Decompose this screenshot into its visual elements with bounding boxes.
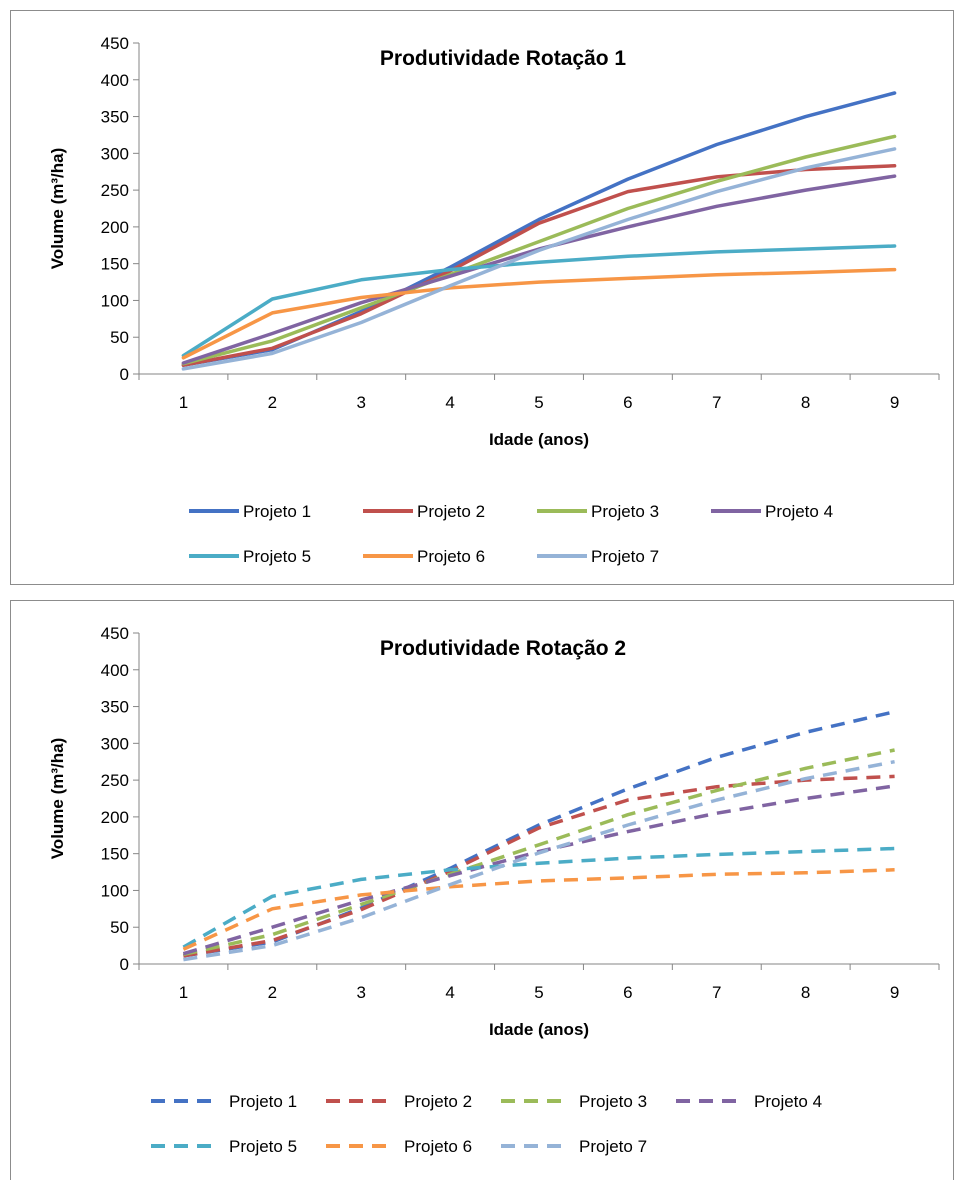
y-tick-label: 0 xyxy=(120,955,129,974)
chart-panel-rotacao-2: 0 50 100 150 200 250 300 350 400 450 1 2 3 4 5 6 7 8 9 Prod… xyxy=(10,600,954,1180)
y-tick-label: 200 xyxy=(101,808,129,827)
legend-label: Projeto 1 xyxy=(229,1092,297,1111)
y-tick-label: 400 xyxy=(101,71,129,90)
x-tick-label: 4 xyxy=(445,393,454,412)
y-tick-label: 100 xyxy=(101,291,129,310)
y-tick-label: 400 xyxy=(101,661,129,680)
x-axis-label: Idade (anos) xyxy=(489,430,589,449)
legend-item-projeto-3: Projeto 3 xyxy=(501,1092,647,1111)
legend-item-projeto-5: Projeto 5 xyxy=(189,547,311,566)
x-tick-label: 7 xyxy=(712,983,721,1002)
legend: Projeto 1 Projeto 2 Projeto 3 Projeto 4 Proj… xyxy=(151,1092,822,1156)
series-line-projeto-6 xyxy=(181,267,897,360)
y-tick-label: 250 xyxy=(101,771,129,790)
x-axis-label: Idade (anos) xyxy=(489,1020,589,1039)
chart-panel-rotacao-1: 0 50 100 150 200 250 300 350 400 450 1 2 3 4 5 6 7 8 9 Prod… xyxy=(10,10,954,585)
series-line-projeto-2 xyxy=(181,164,897,367)
legend-item-projeto-2: Projeto 2 xyxy=(326,1092,472,1111)
series-line-projeto-1 xyxy=(183,709,895,958)
series-line-projeto-6 xyxy=(182,868,895,951)
y-axis-label: Volume (m³/ha) xyxy=(48,148,67,270)
y-tick-label: 100 xyxy=(101,881,129,900)
legend-item-projeto-3: Projeto 3 xyxy=(537,502,659,521)
y-tick-label: 0 xyxy=(120,365,129,384)
legend-label: Projeto 7 xyxy=(579,1137,647,1156)
y-tick-label: 250 xyxy=(101,181,129,200)
series-line-projeto-3 xyxy=(183,748,895,957)
series-line-projeto-7 xyxy=(183,759,895,962)
x-tick-label: 6 xyxy=(623,983,632,1002)
x-tick-label: 9 xyxy=(890,393,899,412)
legend-item-projeto-6: Projeto 6 xyxy=(326,1137,472,1156)
y-tick-label: 450 xyxy=(101,34,129,53)
legend-item-projeto-6: Projeto 6 xyxy=(363,547,485,566)
y-tick-label: 350 xyxy=(101,698,129,717)
x-tick-label: 3 xyxy=(356,983,365,1002)
x-tick-label: 8 xyxy=(801,983,810,1002)
legend-label: Projeto 2 xyxy=(404,1092,472,1111)
legend-label: Projeto 4 xyxy=(765,502,833,521)
legend-item-projeto-7: Projeto 7 xyxy=(501,1137,647,1156)
plot-area xyxy=(182,709,895,962)
x-tick-label: 4 xyxy=(445,983,454,1002)
legend-label: Projeto 6 xyxy=(417,547,485,566)
x-tick-label: 7 xyxy=(712,393,721,412)
axes: 0 50 100 150 200 250 300 350 400 450 1 2 3 4 5 6 7 8 9 xyxy=(101,34,940,412)
legend-label: Projeto 3 xyxy=(579,1092,647,1111)
y-tick-label: 450 xyxy=(101,624,129,643)
y-tick-label: 200 xyxy=(101,218,129,237)
legend-label: Projeto 4 xyxy=(754,1092,822,1111)
legend-item-projeto-1: Projeto 1 xyxy=(189,502,311,521)
series-line-projeto-5 xyxy=(182,846,895,949)
legend-label: Projeto 7 xyxy=(591,547,659,566)
x-tick-label: 2 xyxy=(268,393,277,412)
y-tick-label: 150 xyxy=(101,255,129,274)
legend-item-projeto-4: Projeto 4 xyxy=(711,502,833,521)
x-tick-label: 8 xyxy=(801,393,810,412)
chart-title: Produtividade Rotação 2 xyxy=(380,637,626,660)
x-tick-label: 2 xyxy=(268,983,277,1002)
legend-item-projeto-2: Projeto 2 xyxy=(363,502,485,521)
y-tick-label: 350 xyxy=(101,108,129,127)
legend-item-projeto-4: Projeto 4 xyxy=(676,1092,822,1111)
x-tick-label: 3 xyxy=(356,393,365,412)
legend-label: Projeto 6 xyxy=(404,1137,472,1156)
x-tick-label: 1 xyxy=(179,983,188,1002)
chart-rotacao-2: 0 50 100 150 200 250 300 350 400 450 1 2 3 4 5 6 7 8 9 Prod… xyxy=(48,624,940,1156)
x-tick-label: 1 xyxy=(179,393,188,412)
x-tick-label: 5 xyxy=(534,983,543,1002)
x-tick-label: 9 xyxy=(890,983,899,1002)
series-line-projeto-2 xyxy=(183,774,895,958)
series-line-projeto-4 xyxy=(182,784,895,956)
series-line-projeto-5 xyxy=(181,244,897,358)
legend-item-projeto-5: Projeto 5 xyxy=(151,1137,297,1156)
series-line-projeto-7 xyxy=(181,147,897,371)
legend-label: Projeto 5 xyxy=(229,1137,297,1156)
legend-label: Projeto 2 xyxy=(417,502,485,521)
legend-item-projeto-7: Projeto 7 xyxy=(537,547,659,566)
legend-item-projeto-1: Projeto 1 xyxy=(151,1092,297,1111)
chart-rotacao-1: 0 50 100 150 200 250 300 350 400 450 1 2 3 4 5 6 7 8 9 Prod… xyxy=(48,34,940,566)
legend-label: Projeto 5 xyxy=(243,547,311,566)
x-tick-label: 5 xyxy=(534,393,543,412)
axes: 0 50 100 150 200 250 300 350 400 450 1 2 3 4 5 6 7 8 9 xyxy=(101,624,940,1002)
y-tick-label: 50 xyxy=(110,328,129,347)
x-tick-label: 6 xyxy=(623,393,632,412)
y-tick-label: 50 xyxy=(110,918,129,937)
y-tick-label: 150 xyxy=(101,845,129,864)
plot-area xyxy=(181,91,897,371)
y-tick-label: 300 xyxy=(101,734,129,753)
y-axis-label: Volume (m³/ha) xyxy=(48,738,67,860)
y-tick-label: 300 xyxy=(101,144,129,163)
chart-title: Produtividade Rotação 1 xyxy=(380,47,627,70)
legend-label: Projeto 1 xyxy=(243,502,311,521)
series-line-projeto-1 xyxy=(181,91,897,367)
legend-label: Projeto 3 xyxy=(591,502,659,521)
legend: Projeto 1 Projeto 2 Projeto 3 Projeto 4 Proj… xyxy=(189,502,833,566)
series-line-projeto-3 xyxy=(181,134,897,366)
